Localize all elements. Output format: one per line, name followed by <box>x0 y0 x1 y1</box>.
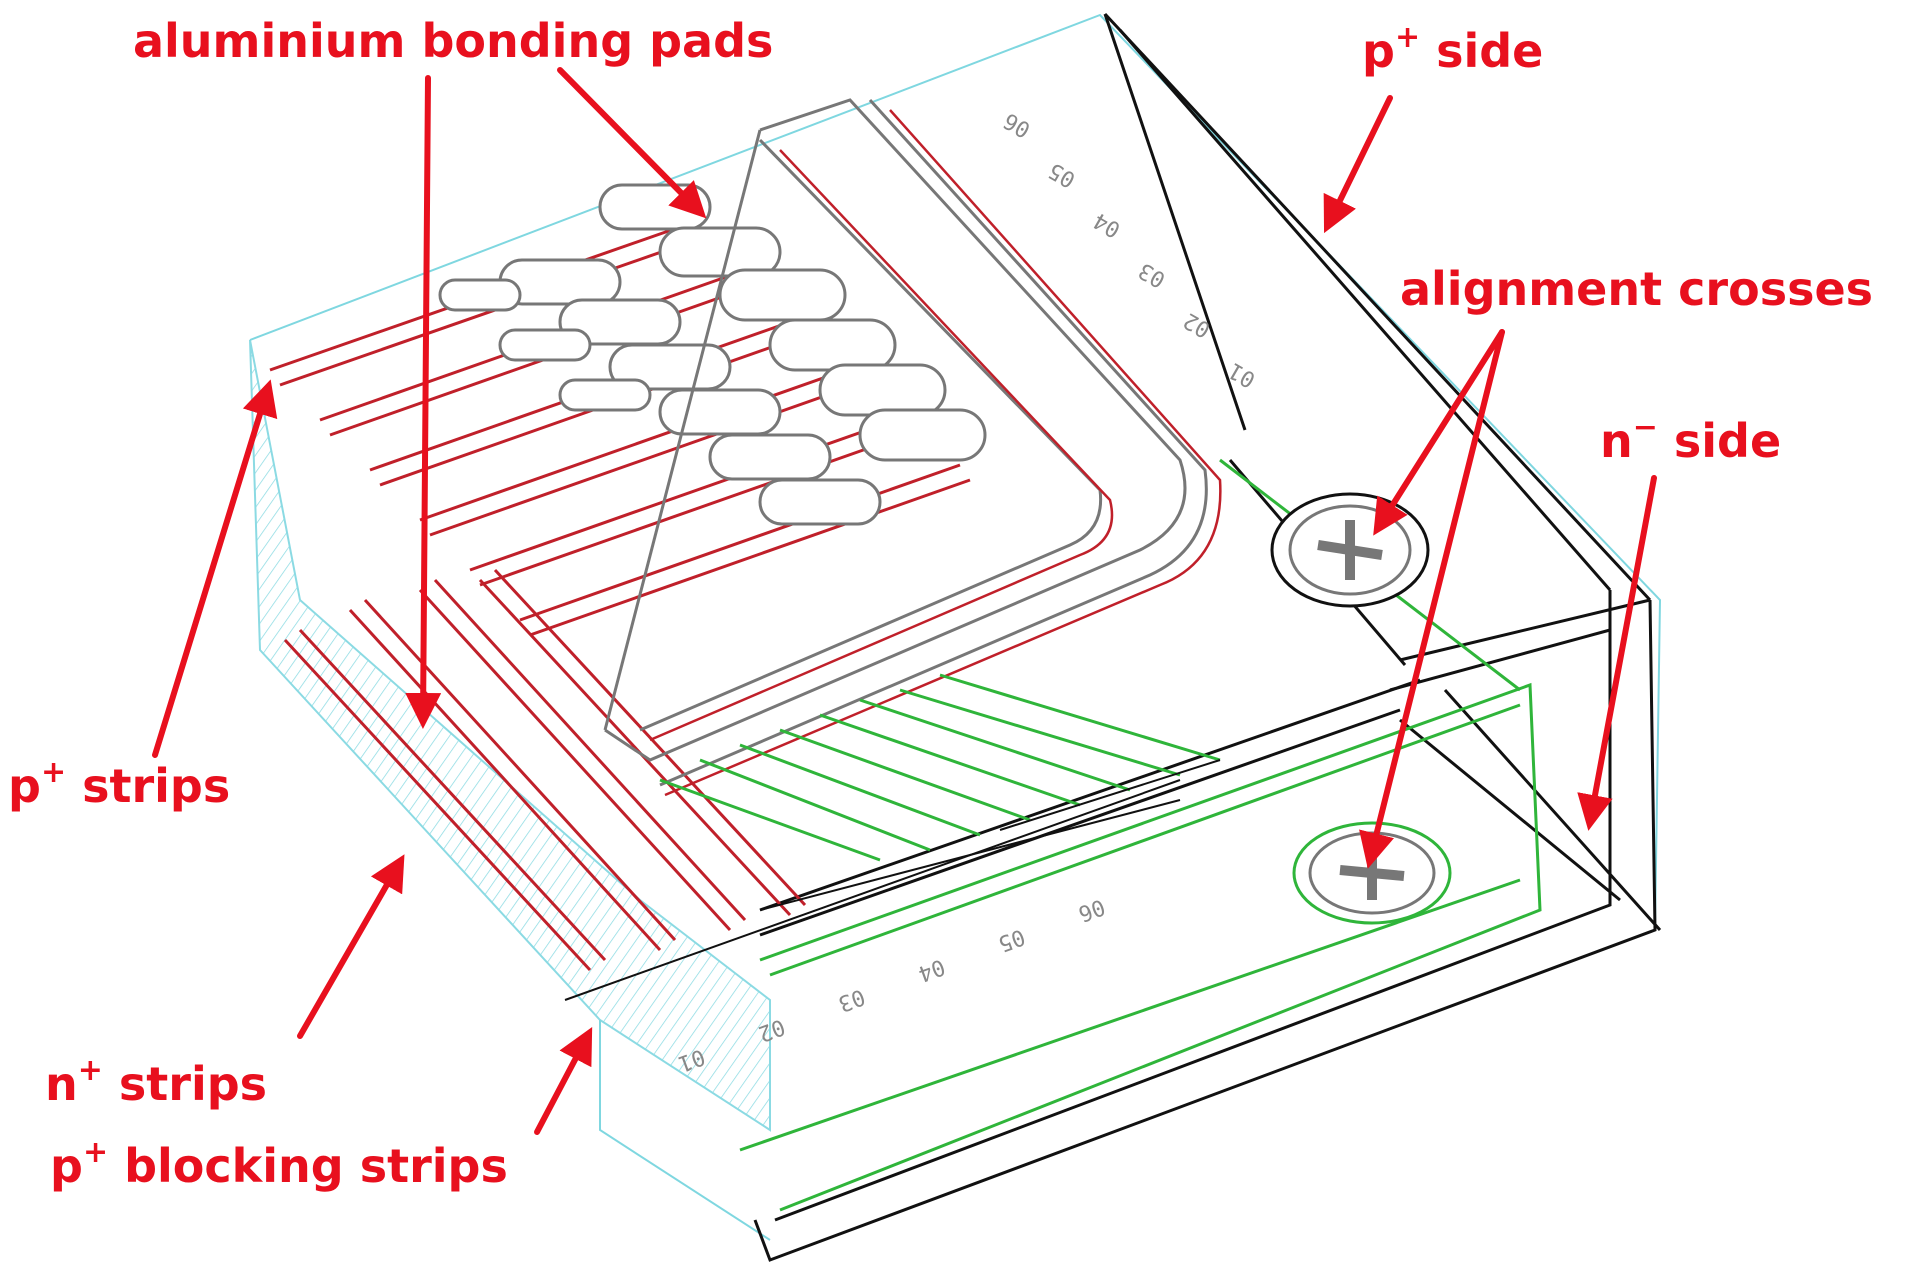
engraved-number: 05 <box>1045 157 1080 192</box>
label-alignment-crosses: alignment crosses <box>1400 262 1874 316</box>
engraved-number: 06 <box>1075 893 1108 926</box>
label-superscript: − <box>1632 410 1658 445</box>
arrow-alignment-2 <box>1359 329 1505 869</box>
label-rest: strips <box>66 759 231 813</box>
label-superscript: + <box>1394 20 1421 55</box>
arrow-p-blocking <box>534 1027 593 1135</box>
annotation-arrows <box>152 67 1657 1135</box>
label-base: p <box>8 759 41 813</box>
label-base: n <box>1600 414 1633 468</box>
label-base: p <box>1362 24 1395 78</box>
front-edge-lines <box>564 759 1221 1001</box>
arrow-n-strips <box>297 854 405 1039</box>
guard-ring <box>603 98 1208 787</box>
engraved-number: 04 <box>1090 207 1125 242</box>
alignment-cross-top <box>1270 492 1430 608</box>
label-rest: side <box>1657 414 1782 468</box>
engraved-number: 03 <box>835 983 868 1016</box>
engraved-number: 03 <box>1135 257 1170 292</box>
arrow-p-side <box>1323 95 1393 234</box>
engraved-numbers-top: 06 05 04 03 02 01 <box>1000 107 1260 392</box>
label-base: p <box>50 1139 83 1193</box>
label-rest: strips <box>102 1057 268 1111</box>
engraved-number: 04 <box>915 953 948 986</box>
engraved-number: 02 <box>1180 307 1215 342</box>
engraved-number: 05 <box>995 923 1028 956</box>
label-rest: side <box>1420 24 1544 78</box>
label-aluminium-bonding-pads: aluminium bonding pads <box>133 14 774 68</box>
label-superscript: + <box>77 1053 103 1088</box>
arrow-bonding-pads-2 <box>557 67 707 219</box>
alignment-cross-bottom <box>1292 821 1452 925</box>
label-superscript: + <box>82 1135 109 1170</box>
arrow-alignment-1 <box>1373 329 1505 536</box>
label-n-side: n− side <box>1600 413 1781 465</box>
label-p-strips: p+ strips <box>8 758 230 810</box>
arrow-n-side <box>1577 475 1657 831</box>
guard-ring-red <box>649 109 1222 797</box>
engraved-number: 06 <box>1000 107 1035 142</box>
label-n-strips: n+ strips <box>45 1056 267 1108</box>
label-p-side: p+ side <box>1362 23 1543 75</box>
silicon-substrate <box>249 13 1662 1241</box>
arrow-bonding-pads-1 <box>405 75 442 729</box>
arrow-p-strips <box>152 379 278 758</box>
label-base: n <box>45 1057 78 1111</box>
label-rest: blocking strips <box>108 1139 508 1193</box>
label-p-blocking-strips: p+ blocking strips <box>50 1138 508 1190</box>
label-superscript: + <box>40 755 67 790</box>
